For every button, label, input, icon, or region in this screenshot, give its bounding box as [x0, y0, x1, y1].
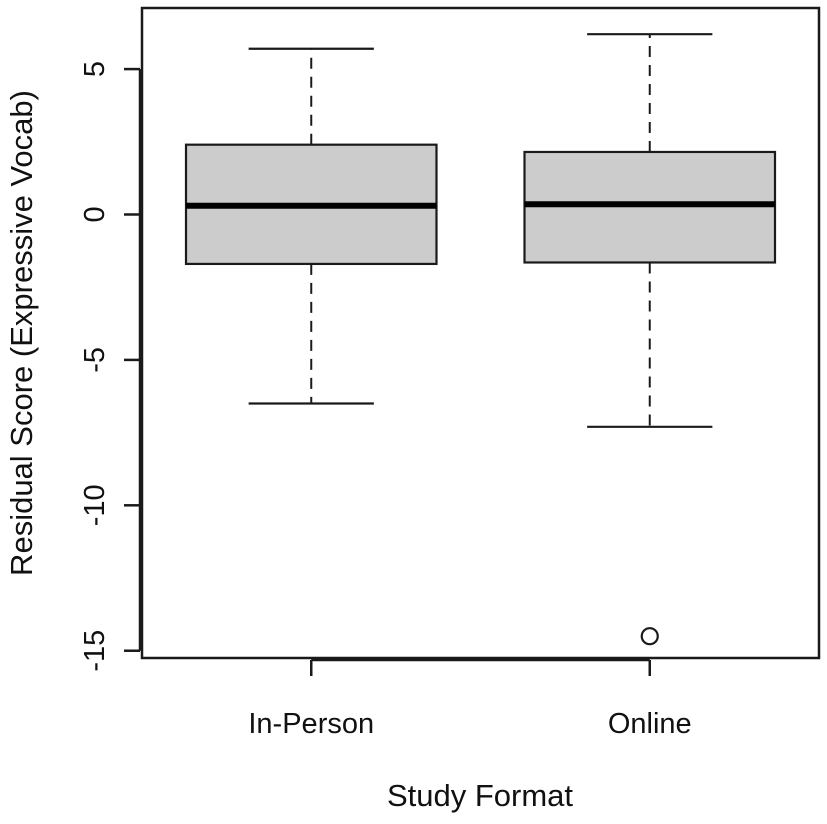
x-axis: In-Person Online [248, 658, 692, 740]
y-axis-title: Residual Score (Expressive Vocab) [4, 90, 39, 576]
outlier-point [640, 627, 659, 646]
boxes [184, 33, 777, 646]
y-tick-label: -15 [79, 630, 111, 672]
box-in-person [184, 47, 438, 405]
x-axis-title: Study Format [387, 778, 573, 813]
y-tick-label: -10 [79, 484, 111, 526]
plot-frame [140, 6, 821, 660]
y-tick-label: -5 [79, 347, 111, 373]
x-tick-label: Online [608, 708, 692, 740]
y-axis: 5 0 -5 -10 -15 [79, 61, 142, 672]
y-tick-label: 5 [79, 61, 111, 77]
box-online [523, 33, 777, 646]
x-tick-label: In-Person [248, 708, 374, 740]
y-tick-label: 0 [79, 206, 111, 222]
